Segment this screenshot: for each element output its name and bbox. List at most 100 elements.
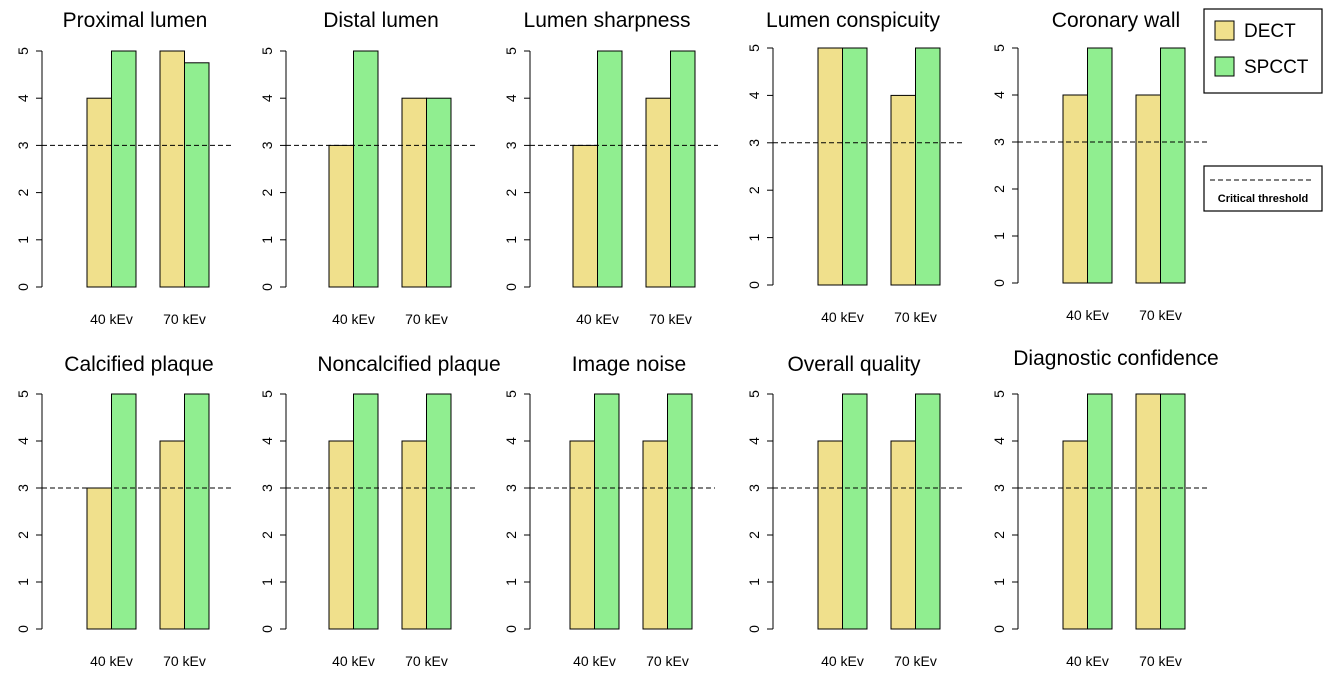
y-tick-label: 5 — [503, 47, 519, 55]
y-tick-label: 2 — [746, 531, 762, 539]
y-tick-label: 3 — [746, 139, 762, 147]
bar-spcct-70-kev — [667, 393, 693, 630]
bar-dect-40-kev — [328, 440, 354, 630]
y-tick-label: 3 — [991, 138, 1007, 146]
category-label: 70 kEv — [894, 653, 937, 669]
category-label: 40 kEv — [332, 311, 375, 327]
y-tick-label: 0 — [503, 283, 519, 291]
y-tick-label: 1 — [503, 578, 519, 586]
category-label: 70 kEv — [646, 653, 689, 669]
bar-spcct-70-kev — [184, 62, 210, 288]
y-tick-label: 4 — [15, 437, 31, 445]
y-tick-label: 3 — [15, 141, 31, 149]
y-tick-label: 2 — [746, 186, 762, 194]
bar-dect-70-kev — [645, 97, 671, 288]
panel-title: Diagnostic confidence — [1013, 347, 1218, 370]
bar-spcct-70-kev — [915, 393, 941, 630]
y-tick-label: 2 — [503, 188, 519, 196]
y-tick-label: 2 — [991, 531, 1007, 539]
bar-dect-70-kev — [159, 440, 185, 630]
bar-spcct-70-kev — [426, 97, 452, 288]
y-tick-label: 0 — [15, 283, 31, 291]
y-tick-label: 5 — [746, 44, 762, 52]
y-tick-label: 2 — [15, 531, 31, 539]
legend-label-dect: DECT — [1244, 21, 1296, 42]
category-label: 70 kEv — [649, 311, 692, 327]
category-label: 40 kEv — [1066, 653, 1109, 669]
bar-dect-70-kev — [401, 440, 427, 630]
y-tick-label: 5 — [259, 47, 275, 55]
y-tick-label: 5 — [15, 390, 31, 398]
y-tick-label: 0 — [259, 625, 275, 633]
bar-spcct-70-kev — [915, 47, 941, 286]
y-tick-label: 5 — [503, 390, 519, 398]
bar-spcct-70-kev — [1160, 47, 1186, 284]
y-tick-label: 3 — [259, 484, 275, 492]
legend-swatch-dect — [1214, 20, 1235, 41]
y-tick-label: 4 — [503, 437, 519, 445]
legend-threshold-box — [1203, 165, 1323, 212]
bar-spcct-40-kev — [842, 393, 868, 630]
y-tick-label: 1 — [746, 578, 762, 586]
y-tick-label: 4 — [746, 91, 762, 99]
category-label: 40 kEv — [90, 653, 133, 669]
panel-title: Proximal lumen — [63, 9, 208, 32]
category-label: 70 kEv — [1139, 653, 1182, 669]
y-tick-label: 2 — [15, 188, 31, 196]
bar-dect-40-kev — [328, 144, 354, 288]
panel-title: Distal lumen — [323, 9, 439, 32]
panel-title: Overall quality — [787, 353, 921, 376]
y-tick-label: 0 — [503, 625, 519, 633]
bar-dect-70-kev — [642, 440, 668, 630]
category-label: 70 kEv — [1139, 307, 1182, 323]
bar-spcct-40-kev — [1087, 47, 1113, 284]
category-label: 70 kEv — [405, 653, 448, 669]
bar-spcct-40-kev — [111, 50, 137, 288]
category-label: 40 kEv — [90, 311, 133, 327]
panel-title: Coronary wall — [1052, 9, 1180, 32]
category-label: 40 kEv — [821, 309, 864, 325]
bar-spcct-70-kev — [184, 393, 210, 630]
legend-threshold-label: Critical threshold — [1218, 193, 1308, 205]
bar-spcct-40-kev — [842, 47, 868, 286]
y-tick-label: 3 — [746, 484, 762, 492]
category-label: 40 kEv — [573, 653, 616, 669]
y-tick-label: 2 — [259, 531, 275, 539]
bar-dect-40-kev — [1062, 94, 1088, 284]
bar-spcct-70-kev — [1160, 393, 1186, 630]
category-label: 40 kEv — [332, 653, 375, 669]
bar-dect-40-kev — [86, 487, 112, 630]
y-tick-label: 1 — [991, 232, 1007, 240]
y-tick-label: 4 — [259, 94, 275, 102]
bar-spcct-40-kev — [597, 50, 623, 288]
bar-spcct-70-kev — [426, 393, 452, 630]
y-tick-label: 3 — [503, 141, 519, 149]
bar-spcct-40-kev — [1087, 393, 1113, 630]
legend-label-spcct: SPCCT — [1244, 57, 1309, 78]
y-tick-label: 4 — [259, 437, 275, 445]
y-tick-label: 0 — [991, 625, 1007, 633]
category-label: 70 kEv — [163, 653, 206, 669]
bar-dect-70-kev — [890, 440, 916, 630]
category-label: 70 kEv — [894, 309, 937, 325]
y-tick-label: 5 — [259, 390, 275, 398]
y-tick-label: 1 — [15, 236, 31, 244]
y-tick-label: 4 — [503, 94, 519, 102]
bar-dect-70-kev — [1135, 393, 1161, 630]
bar-spcct-40-kev — [594, 393, 620, 630]
y-tick-label: 5 — [991, 44, 1007, 52]
y-tick-label: 0 — [746, 281, 762, 289]
panel-title: Calcified plaque — [64, 353, 213, 376]
bar-spcct-70-kev — [670, 50, 696, 288]
y-tick-label: 4 — [991, 437, 1007, 445]
y-tick-label: 1 — [259, 578, 275, 586]
y-tick-label: 0 — [991, 279, 1007, 287]
bar-dect-40-kev — [817, 440, 843, 630]
category-label: 40 kEv — [1066, 307, 1109, 323]
y-tick-label: 0 — [259, 283, 275, 291]
y-tick-label: 5 — [991, 390, 1007, 398]
category-label: 40 kEv — [821, 653, 864, 669]
y-tick-label: 4 — [15, 94, 31, 102]
bar-dect-70-kev — [401, 97, 427, 288]
y-tick-label: 0 — [746, 625, 762, 633]
